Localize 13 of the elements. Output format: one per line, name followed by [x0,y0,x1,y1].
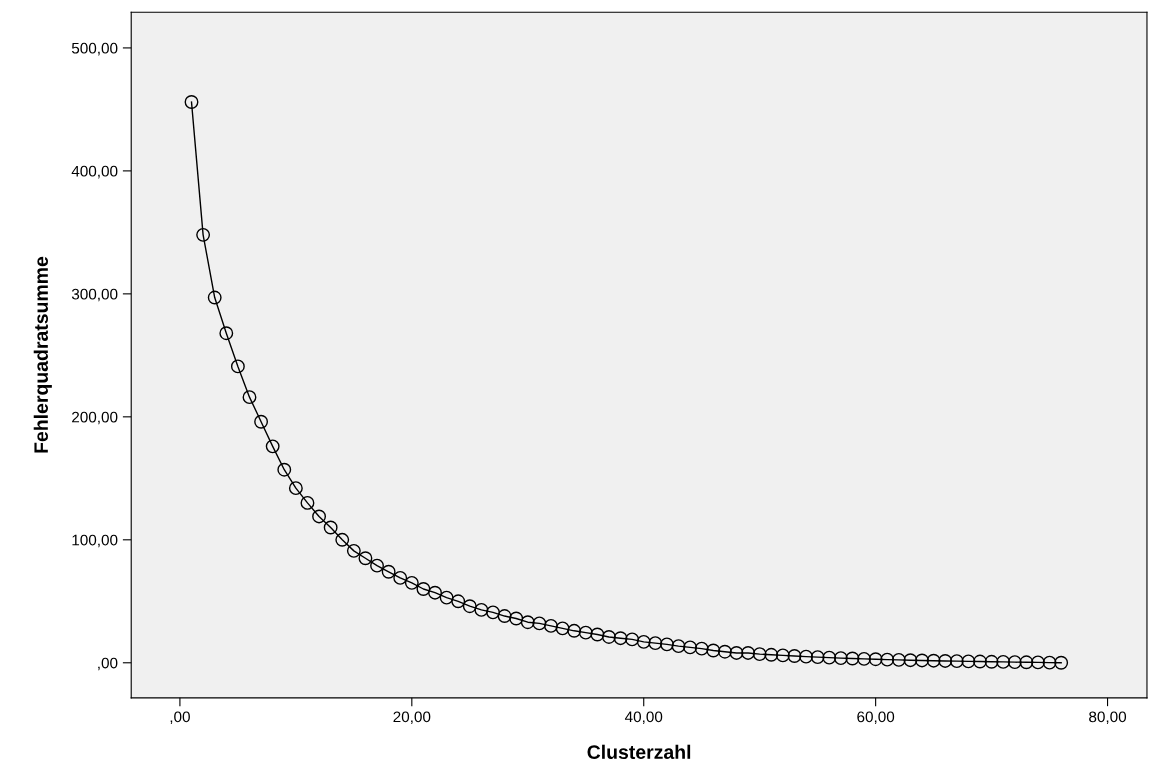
y-tick-label: 100,00 [72,534,118,548]
x-tick-label: 80,00 [1089,711,1127,725]
y-tick-label: 300,00 [71,288,118,302]
x-axis-title: Clusterzahl [587,744,691,759]
x-tick-label: ,00 [170,711,190,725]
y-tick-label: 200,00 [72,411,118,425]
x-tick-label: 60,00 [857,711,895,725]
y-tick-label: 500,00 [71,42,118,56]
x-tick-label: 20,00 [393,711,431,725]
y-tick-label: 400,00 [71,165,118,179]
y-tick-label: ,00 [98,657,118,671]
y-axis-title: Fehlerquadratsumme [33,256,52,453]
x-tick-label: 40,00 [624,711,663,725]
